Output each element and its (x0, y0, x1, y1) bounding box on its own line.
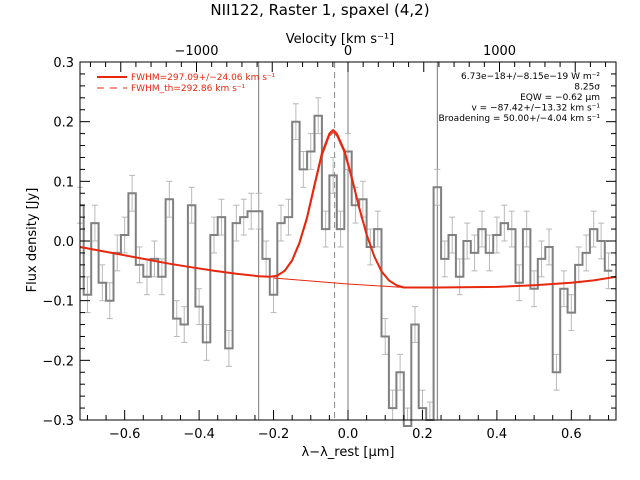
top-tick-label-2: 1000 (483, 44, 516, 59)
y-tick-label-6: 0.3 (53, 56, 74, 71)
legend: FWHM=297.09+/−24.06 km s⁻¹FWHM_th=292.86… (97, 73, 276, 94)
top-axis-label: Velocity [km s⁻¹] (286, 32, 394, 47)
annotation-1: 8.25σ (574, 83, 600, 93)
axis-ticks (80, 61, 616, 421)
y-axis-label: Flux density [Jy] (25, 188, 40, 293)
y-tick-label-0: −0.3 (42, 414, 74, 429)
top-tick-label-0: −1000 (175, 44, 219, 59)
annotation-3: v = −87.42+/−13.32 km s⁻¹ (471, 104, 600, 114)
tick-labels: −0.6 −0.4 −0.2 0.0 0.2 0.4 0.6 −1000 0 1000 −0.3 −0… (42, 44, 581, 442)
y-tick-label-5: 0.2 (53, 116, 74, 131)
series-layer (79, 114, 617, 427)
legend-label-0: FWHM=297.09+/−24.06 km s⁻¹ (131, 73, 276, 83)
x-tick-label-2: −0.2 (258, 427, 290, 442)
y-tick-label-3: 0.0 (53, 235, 74, 250)
x-tick-label-6: 0.6 (561, 427, 582, 442)
y-tick-label-4: 0.1 (53, 175, 74, 190)
x-tick-label-3: 0.0 (338, 427, 359, 442)
annotation-0: 6.73e−18+/−8.15e−19 W m⁻² (461, 72, 600, 82)
legend-label-1: FWHM_th=292.86 km s⁻¹ (131, 84, 246, 94)
x-tick-label-0: −0.6 (109, 427, 141, 442)
x-tick-label-1: −0.4 (183, 427, 215, 442)
y-tick-label-1: −0.2 (42, 354, 74, 369)
fit-line-2 (273, 277, 404, 288)
x-axis-label: λ−λ_rest [μm] (302, 445, 395, 460)
fit-line-1 (79, 129, 617, 289)
reference-lines (258, 62, 438, 420)
x-tick-label-5: 0.4 (487, 427, 508, 442)
annotation-4: Broadening = 50.00+/−4.04 km s⁻¹ (439, 114, 601, 124)
chart-title: NII122, Raster 1, spaxel (4,2) (210, 1, 429, 19)
fit-line-3 (269, 131, 404, 288)
top-tick-label-1: 0 (344, 44, 352, 59)
annotation-2: EQW = −0.62 μm (520, 93, 600, 103)
y-tick-label-2: −0.1 (42, 295, 74, 310)
x-tick-label-4: 0.2 (412, 427, 433, 442)
